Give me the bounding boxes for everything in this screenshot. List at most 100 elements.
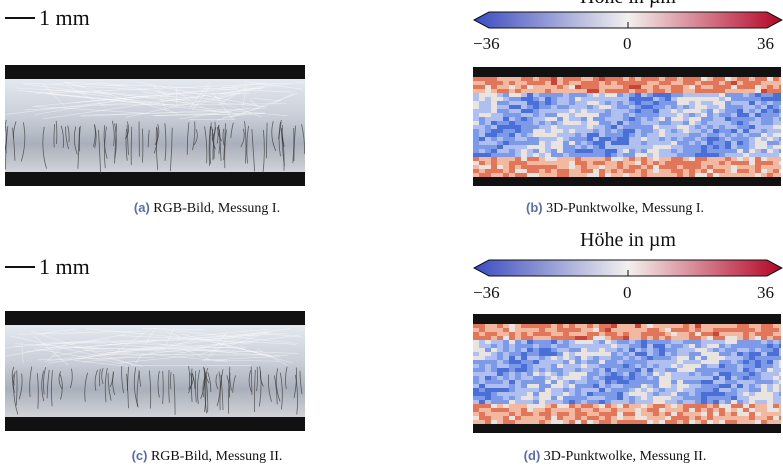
decor — [533, 348, 539, 352]
decor — [719, 348, 725, 352]
decor — [719, 376, 725, 380]
decor — [749, 165, 755, 169]
decor — [491, 408, 497, 412]
decor — [623, 145, 629, 149]
decor — [623, 137, 629, 141]
decor — [761, 153, 767, 157]
decor — [743, 157, 749, 161]
decor — [545, 97, 551, 101]
decor — [587, 328, 593, 332]
decor — [593, 404, 599, 408]
decor — [473, 344, 479, 348]
decor — [713, 105, 719, 109]
decor — [701, 336, 707, 340]
decor — [641, 97, 647, 101]
decor — [749, 121, 755, 125]
decor — [719, 169, 725, 173]
decor — [683, 332, 689, 336]
decor — [617, 149, 623, 153]
decor — [545, 364, 551, 368]
decor — [767, 396, 773, 400]
decor — [749, 376, 755, 380]
decor — [587, 85, 593, 89]
decor — [533, 141, 539, 145]
decor — [491, 392, 497, 396]
decor — [773, 340, 779, 344]
decor — [659, 81, 665, 85]
decor — [653, 380, 659, 384]
decor — [683, 77, 689, 81]
decor — [539, 157, 545, 161]
decor — [611, 348, 617, 352]
decor — [641, 133, 647, 137]
decor — [521, 157, 527, 161]
decor — [641, 105, 647, 109]
decor — [773, 125, 779, 129]
decor — [629, 364, 635, 368]
decor — [599, 93, 605, 97]
decor — [713, 348, 719, 352]
decor — [575, 344, 581, 348]
decor — [659, 324, 665, 328]
decor — [617, 153, 623, 157]
decor — [713, 336, 719, 340]
decor — [635, 153, 641, 157]
decor — [677, 336, 683, 340]
decor — [623, 392, 629, 396]
decor — [569, 392, 575, 396]
decor — [611, 105, 617, 109]
decor — [773, 133, 779, 137]
decor — [473, 396, 479, 400]
decor — [503, 388, 509, 392]
decor — [749, 133, 755, 137]
decor — [587, 81, 593, 85]
decor — [647, 89, 653, 93]
decor — [581, 97, 587, 101]
decor — [545, 404, 551, 408]
decor — [647, 336, 653, 340]
decor — [683, 149, 689, 153]
decor — [617, 364, 623, 368]
decor — [539, 408, 545, 412]
decor — [599, 348, 605, 352]
decor — [569, 400, 575, 404]
decor — [779, 400, 781, 404]
decor — [743, 420, 749, 424]
decor — [713, 420, 719, 424]
decor — [755, 117, 761, 121]
decor — [497, 328, 503, 332]
decor — [671, 340, 677, 344]
decor — [695, 101, 701, 105]
decor — [749, 388, 755, 392]
decor — [533, 336, 539, 340]
decor — [599, 169, 605, 173]
decor — [773, 352, 779, 356]
decor — [761, 129, 767, 133]
decor — [545, 332, 551, 336]
decor — [641, 396, 647, 400]
decor — [659, 169, 665, 173]
decor — [563, 412, 569, 416]
decor — [563, 169, 569, 173]
decor — [617, 77, 623, 81]
decor — [473, 360, 479, 364]
decor — [695, 352, 701, 356]
decor — [677, 121, 683, 125]
decor — [635, 81, 641, 85]
decor — [509, 93, 515, 97]
decor — [563, 352, 569, 356]
decor — [527, 412, 533, 416]
decor — [755, 372, 761, 376]
decor — [551, 376, 557, 380]
decor — [479, 400, 485, 404]
decor — [641, 153, 647, 157]
decor — [671, 165, 677, 169]
decor — [773, 145, 779, 149]
decor — [695, 392, 701, 396]
decor — [713, 376, 719, 380]
decor — [677, 141, 683, 145]
decor — [515, 165, 521, 169]
decor — [485, 344, 491, 348]
decor — [755, 392, 761, 396]
decor — [653, 388, 659, 392]
